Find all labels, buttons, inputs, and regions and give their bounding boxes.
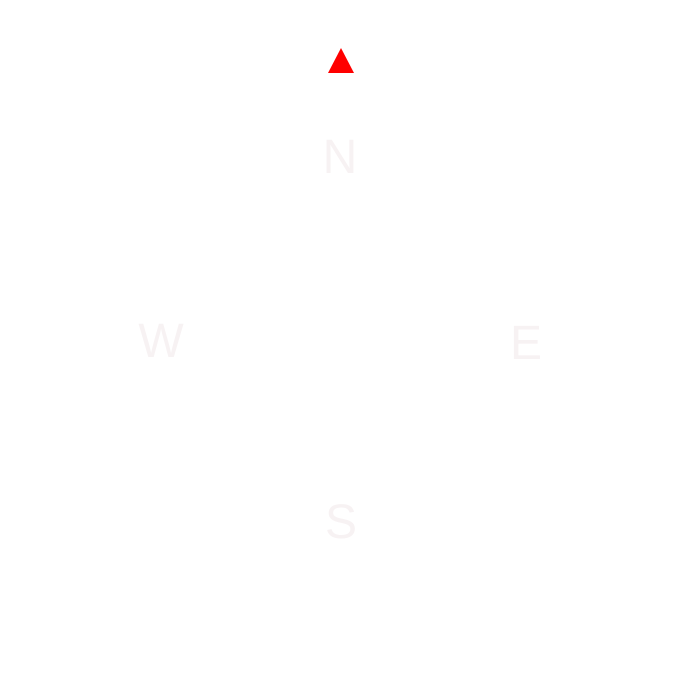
direction-south-label: S — [324, 496, 358, 549]
direction-west-label: W — [138, 315, 184, 368]
direction-east-label: E — [509, 317, 543, 370]
heading-marker-triangle — [328, 48, 354, 73]
heading-marker-icon — [328, 48, 354, 73]
direction-north-label: N — [322, 131, 358, 184]
